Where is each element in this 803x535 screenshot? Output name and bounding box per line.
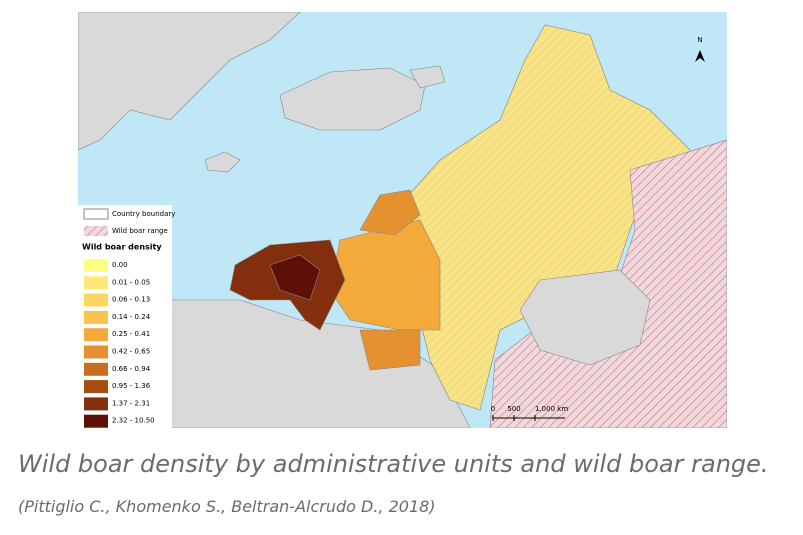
range-swatch bbox=[84, 226, 108, 236]
scale-label: 500 bbox=[507, 405, 520, 413]
legend-label: 0.25 - 0.41 bbox=[112, 330, 150, 338]
legend-swatch bbox=[84, 380, 108, 394]
north-label: N bbox=[697, 36, 702, 44]
legend-swatch bbox=[84, 414, 108, 428]
legend-swatch bbox=[84, 362, 108, 376]
legend-label: 0.01 - 0.05 bbox=[112, 278, 150, 286]
legend-label: 0.14 - 0.24 bbox=[112, 313, 151, 321]
legend-swatch bbox=[84, 310, 108, 324]
boundary-swatch bbox=[83, 208, 109, 220]
legend-label: 0.66 - 0.94 bbox=[112, 365, 151, 373]
legend-swatch bbox=[84, 293, 108, 307]
legend-swatch bbox=[84, 397, 108, 411]
legend-label: 2.32 - 10.50 bbox=[112, 417, 155, 425]
legend-label: 0.06 - 0.13 bbox=[112, 296, 150, 304]
legend-swatch bbox=[84, 259, 108, 272]
legend-label: 1.37 - 2.31 bbox=[112, 399, 150, 407]
legend-title: Wild boar density bbox=[82, 243, 162, 252]
scale-label: 1,000 km bbox=[535, 405, 568, 413]
map: N Country boundary Wild boar range Wild … bbox=[78, 12, 727, 428]
arrow bbox=[695, 50, 705, 62]
legend-label: 0.00 bbox=[112, 261, 128, 269]
legend-label: Country boundary bbox=[112, 210, 175, 218]
caption: Wild boar density by administrative unit… bbox=[18, 450, 769, 478]
north-arrow: N bbox=[695, 36, 705, 62]
land bbox=[78, 12, 727, 428]
citation: (Pittiglio C., Khomenko S., Beltran-Alcr… bbox=[18, 497, 436, 516]
legend-swatch bbox=[84, 328, 108, 342]
legend-label: Wild boar range bbox=[112, 227, 168, 235]
legend-label: 0.42 - 0.65 bbox=[112, 348, 150, 356]
legend-label: 0.95 - 1.36 bbox=[112, 382, 151, 390]
legend-swatch bbox=[84, 345, 108, 359]
legend-swatch bbox=[84, 276, 108, 290]
scale-label: 0 bbox=[491, 405, 495, 413]
